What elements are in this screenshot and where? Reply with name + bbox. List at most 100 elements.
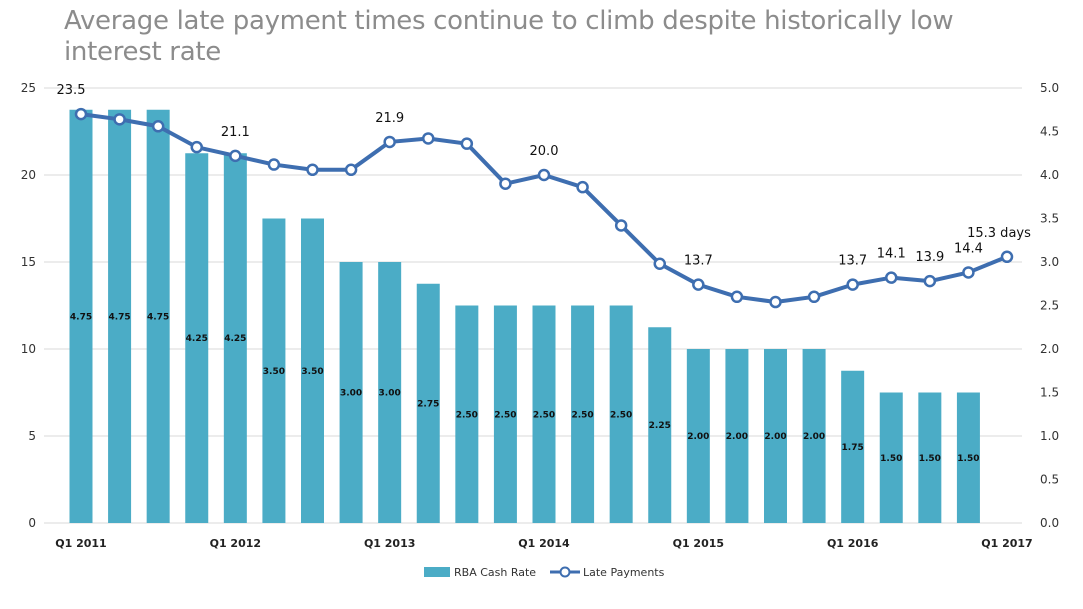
line-point-late-payments: [460, 137, 474, 150]
x-tick-label: Q1 2013: [364, 537, 415, 550]
line-point-late-payments: [383, 135, 396, 149]
legend-marker-late-payments: [559, 566, 571, 578]
line-point-late-payments: [151, 120, 165, 133]
bar-rba-cash-rate: [609, 305, 633, 523]
line-point-late-payments: [807, 290, 821, 304]
bar-data-label: 2.00: [687, 432, 709, 442]
line-point-late-payments: [1000, 250, 1014, 264]
bar-rba-cash-rate: [262, 218, 286, 523]
bar-data-label: 4.75: [70, 312, 92, 322]
line-point-late-payments: [769, 295, 782, 309]
y-right-tick-label: 2.5: [1040, 299, 1059, 313]
line-data-label: 14.1: [877, 247, 906, 262]
line-point-late-payments: [306, 163, 319, 177]
bar-data-label: 4.25: [224, 334, 246, 344]
line-point-late-payments: [614, 219, 628, 232]
line-point-late-payments: [962, 266, 975, 279]
bar-data-label: 4.25: [186, 334, 208, 344]
line-point-late-payments: [846, 278, 859, 291]
legend-swatch-rba-cash-rate: [424, 567, 450, 577]
bar-data-label: 2.50: [533, 410, 555, 420]
line-point-late-payments: [653, 257, 666, 270]
bar-data-label: 1.50: [880, 454, 902, 464]
bar-rba-cash-rate: [108, 109, 132, 523]
y-right-tick-label: 0.5: [1040, 473, 1059, 487]
x-tick-label: Q1 2015: [673, 537, 724, 550]
x-tick-label: Q1 2011: [55, 537, 106, 550]
line-data-label: 21.9: [375, 111, 404, 126]
x-tick-label: Q1 2012: [210, 537, 261, 550]
y-right-tick-label: 3.0: [1040, 255, 1059, 269]
bar-rba-cash-rate: [378, 262, 402, 523]
line-data-label: 15.3 days: [967, 226, 1031, 241]
bar-rba-cash-rate: [339, 262, 363, 523]
bar-rba-cash-rate: [918, 392, 942, 523]
bar-data-label: 4.75: [147, 312, 169, 322]
bar-rba-cash-rate: [69, 109, 93, 523]
bar-rba-cash-rate: [686, 349, 710, 523]
line-point-late-payments: [499, 177, 512, 190]
bar-rba-cash-rate: [223, 153, 247, 523]
line-point-late-payments: [267, 158, 281, 171]
bar-data-label: 2.00: [726, 432, 748, 442]
line-late-payments: [80, 112, 1008, 305]
line-data-label: 21.1: [221, 125, 250, 140]
bar-data-label: 2.00: [803, 432, 825, 442]
chart-title: Average late payment times continue to c…: [64, 6, 954, 67]
y-right-tick-label: 2.0: [1040, 342, 1059, 356]
bar-data-label: 2.50: [494, 410, 516, 420]
x-tick-label: Q1 2016: [827, 537, 879, 550]
bar-rba-cash-rate: [146, 109, 170, 523]
line-point-late-payments: [344, 163, 358, 177]
y-left-tick-label: 25: [21, 81, 36, 95]
y-right-tick-label: 1.0: [1040, 429, 1059, 443]
bar-rba-cash-rate: [764, 349, 787, 523]
line-data-label: 20.0: [530, 144, 559, 159]
bar-data-label: 2.50: [610, 410, 632, 420]
bar-data-label: 1.50: [919, 454, 941, 464]
line-data-label: 13.9: [915, 250, 944, 265]
bar-data-label: 3.00: [379, 389, 401, 399]
bar-data-label: 2.00: [764, 432, 786, 442]
bar-data-label: 3.50: [301, 367, 323, 377]
y-right-tick-label: 1.5: [1040, 386, 1059, 400]
bar-rba-cash-rate: [301, 218, 324, 523]
bar-rba-cash-rate: [879, 392, 903, 523]
line-point-late-payments: [422, 132, 435, 145]
bar-data-label: 2.50: [456, 410, 478, 420]
bar-data-label: 2.75: [417, 399, 439, 409]
line-point-late-payments: [923, 274, 937, 288]
line-point-late-payments: [537, 168, 551, 182]
legend-label-late-payments: Late Payments: [583, 566, 665, 579]
bar-rba-cash-rate: [571, 305, 595, 523]
bar-data-label: 2.25: [649, 421, 671, 431]
bar-rba-cash-rate: [455, 305, 479, 523]
bar-rba-cash-rate: [493, 305, 517, 523]
bar-data-label: 3.50: [263, 367, 285, 377]
y-right-tick-label: 5.0: [1040, 81, 1059, 95]
bar-rba-cash-rate: [416, 283, 440, 523]
bar-data-label: 4.75: [108, 312, 130, 322]
y-left-tick-label: 5: [28, 429, 36, 443]
bar-rba-cash-rate: [185, 153, 209, 523]
line-point-late-payments: [885, 271, 898, 284]
y-left-tick-label: 20: [21, 168, 36, 182]
x-tick-label: Q1 2014: [518, 537, 570, 550]
bar-rba-cash-rate: [841, 370, 865, 523]
line-point-late-payments: [229, 149, 242, 163]
bar-data-label: 1.75: [842, 443, 864, 453]
x-tick-label: Q1 2017: [981, 537, 1032, 550]
y-left-tick-label: 0: [28, 516, 36, 530]
line-point-late-payments: [74, 107, 88, 121]
bar-rba-cash-rate: [648, 327, 672, 523]
bar-rba-cash-rate: [802, 349, 826, 523]
line-point-late-payments: [692, 278, 705, 291]
line-data-label: 14.4: [954, 241, 983, 256]
legend-label-rba-cash-rate: RBA Cash Rate: [454, 566, 536, 579]
bar-rba-cash-rate: [532, 305, 556, 523]
y-right-tick-label: 4.0: [1040, 168, 1059, 182]
bar-data-label: 1.50: [957, 454, 979, 464]
bar-rba-cash-rate: [725, 349, 749, 523]
line-data-label: 13.7: [838, 254, 867, 269]
